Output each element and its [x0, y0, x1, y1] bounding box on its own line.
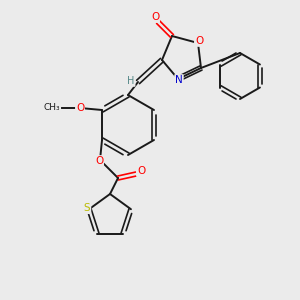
Text: O: O	[195, 36, 203, 46]
Text: O: O	[137, 166, 145, 176]
Text: CH₃: CH₃	[44, 103, 60, 112]
Text: S: S	[84, 203, 90, 213]
Text: N: N	[175, 75, 183, 85]
Text: O: O	[151, 12, 159, 22]
Text: O: O	[95, 156, 103, 166]
Text: O: O	[76, 103, 84, 113]
Text: H: H	[127, 76, 135, 86]
